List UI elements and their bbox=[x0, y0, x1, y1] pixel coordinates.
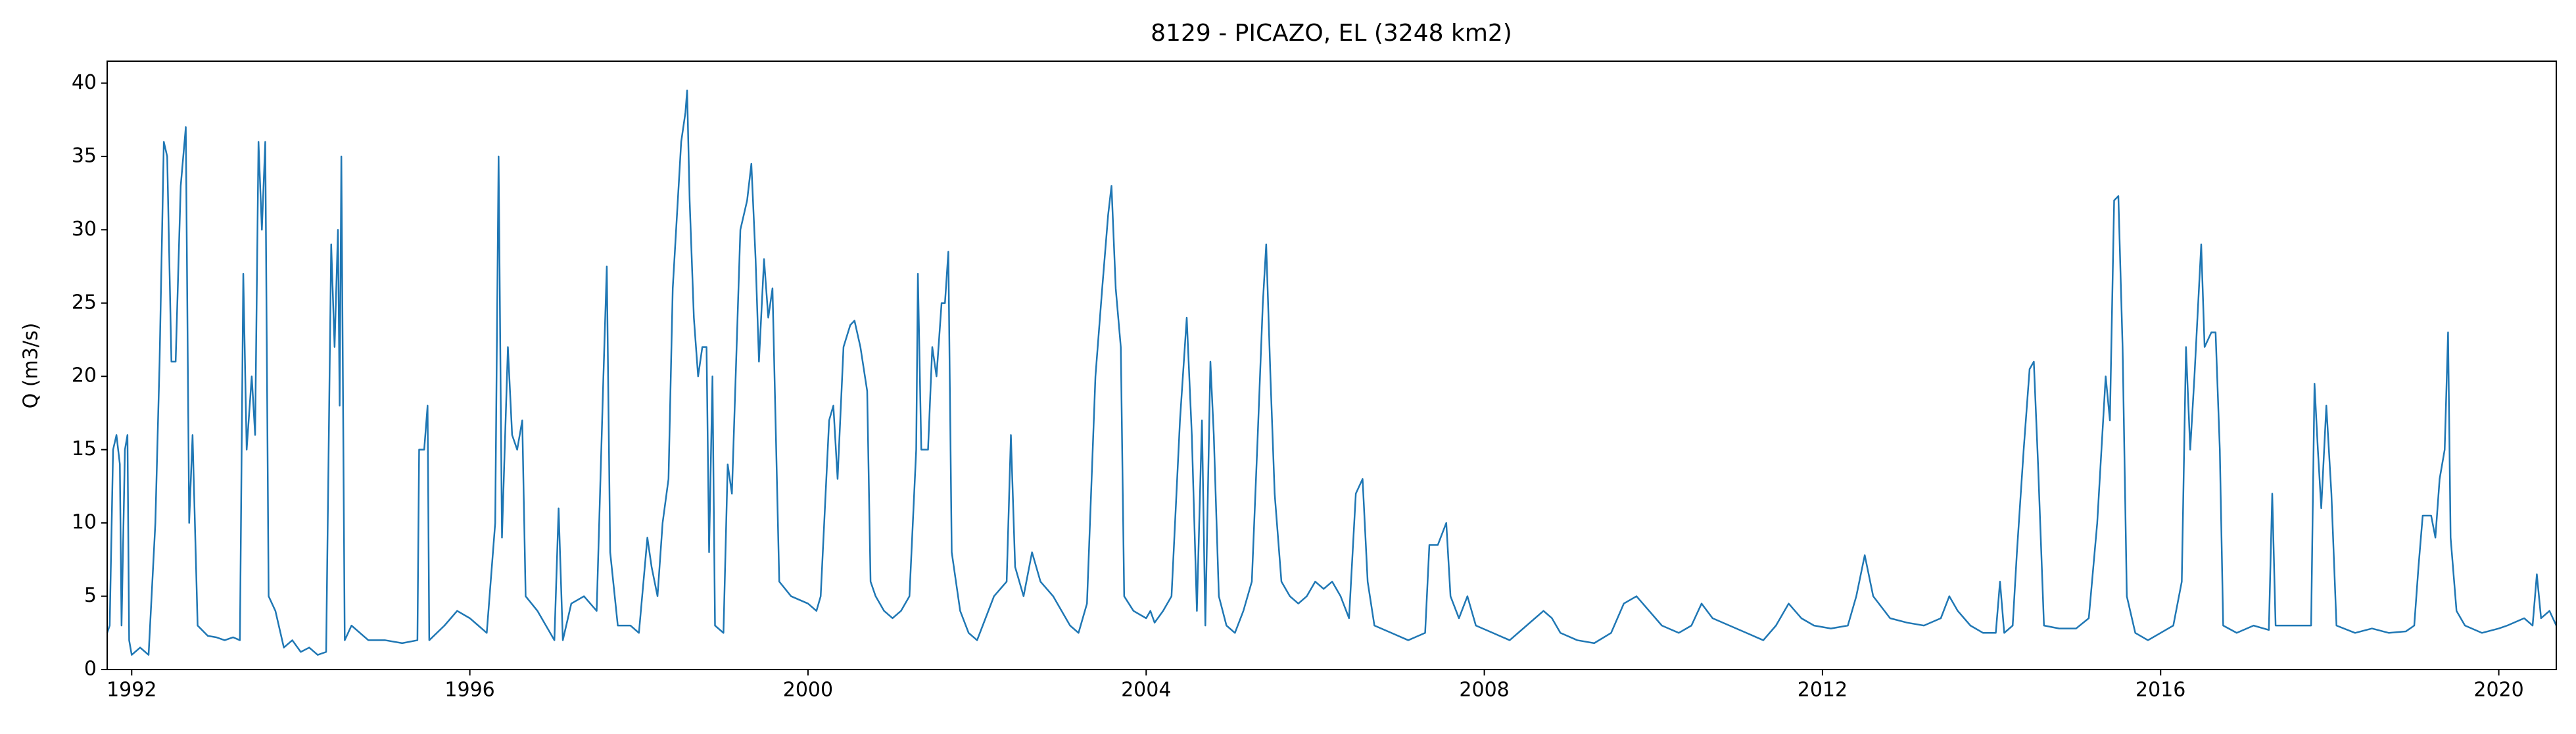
y-tick-label: 20 bbox=[72, 364, 97, 387]
y-tick-label: 10 bbox=[72, 511, 97, 534]
x-tick-label: 2020 bbox=[2473, 679, 2523, 702]
x-tick-label: 1996 bbox=[444, 679, 494, 702]
y-tick-label: 35 bbox=[72, 144, 97, 167]
y-tick-label: 15 bbox=[72, 437, 97, 460]
y-tick-label: 25 bbox=[72, 291, 97, 314]
y-axis-label: Q (m3/s) bbox=[20, 323, 43, 409]
y-tick-label: 0 bbox=[84, 658, 97, 681]
y-tick-label: 40 bbox=[72, 71, 97, 94]
x-tick-label: 1992 bbox=[107, 679, 156, 702]
x-tick-label: 2000 bbox=[783, 679, 833, 702]
plot-area: 0 5 10 15 20 25 30 35 40 1992 1996 2000 2004 2008 2012… bbox=[72, 71, 2558, 702]
chart-title: 8129 - PICAZO, EL (3248 km2) bbox=[1151, 20, 1512, 47]
data-line bbox=[106, 89, 2558, 656]
x-tick-label: 2016 bbox=[2135, 679, 2185, 702]
x-tick-label: 2012 bbox=[1798, 679, 1848, 702]
axes-frame bbox=[107, 61, 2557, 670]
y-tick-label: 5 bbox=[84, 584, 97, 607]
x-tick-label: 2004 bbox=[1121, 679, 1171, 702]
x-tick-label: 2008 bbox=[1459, 679, 1509, 702]
y-tick-label: 30 bbox=[72, 218, 97, 241]
